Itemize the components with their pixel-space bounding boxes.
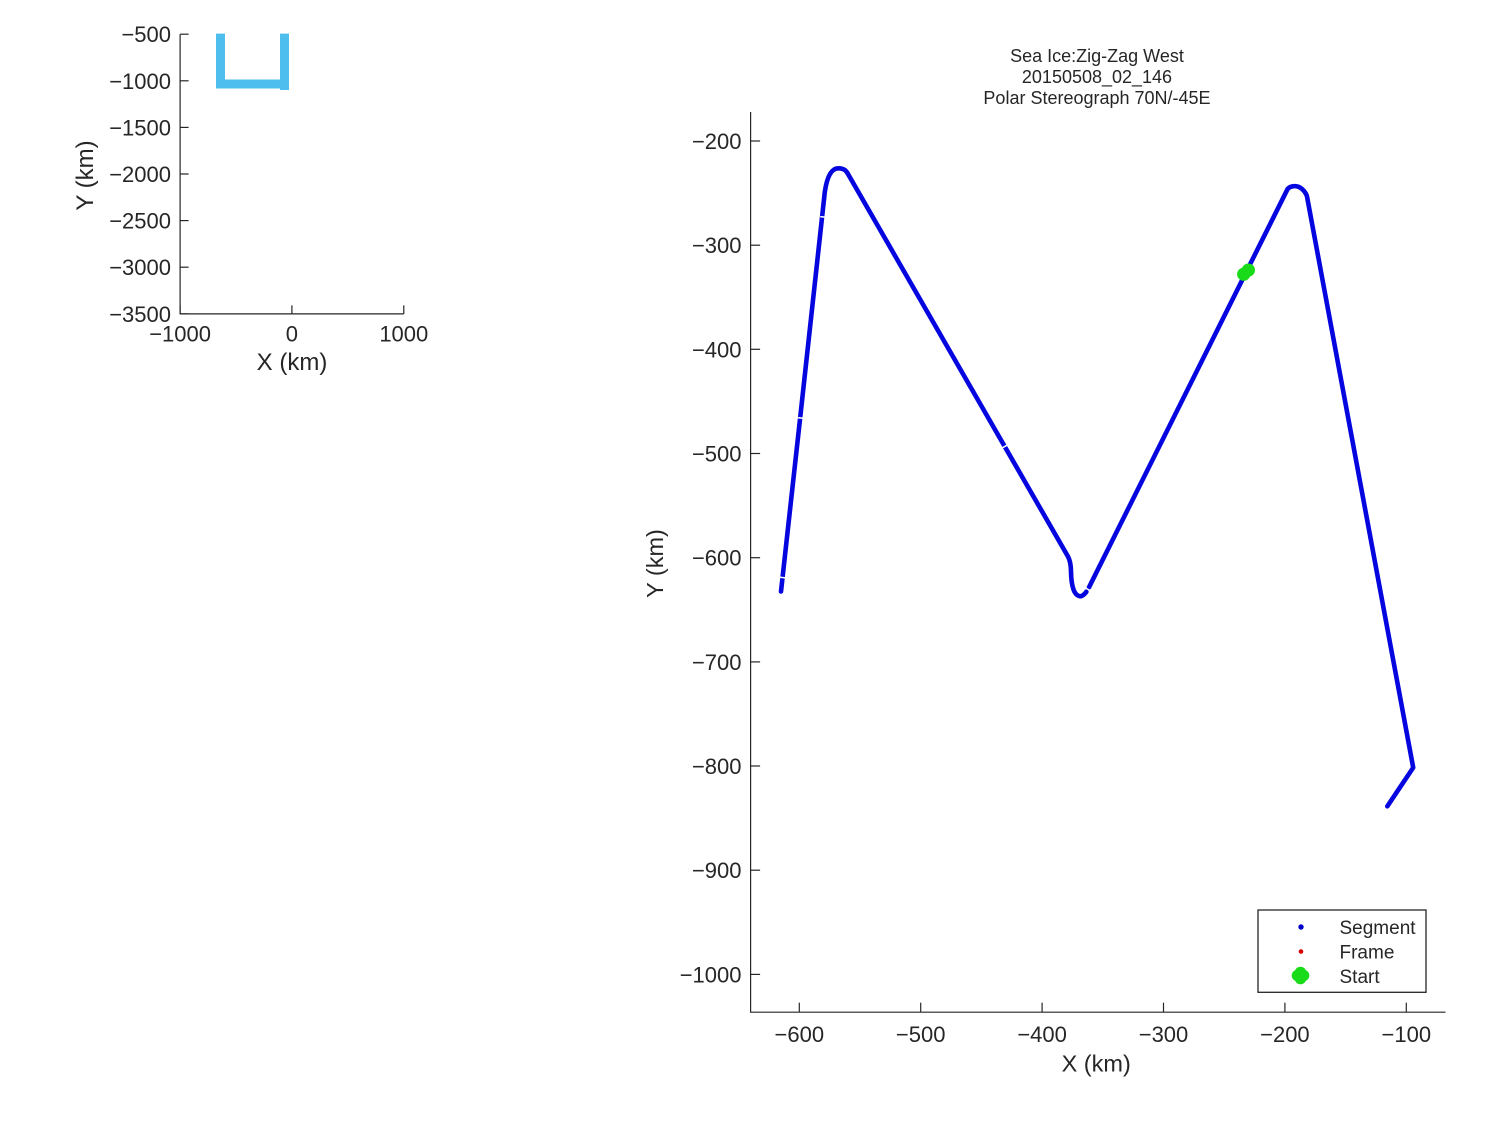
svg-text:−1500: −1500 xyxy=(109,115,171,140)
svg-text:Sea Ice:Zig-Zag West: Sea Ice:Zig-Zag West xyxy=(1010,46,1184,66)
svg-text:−3500: −3500 xyxy=(109,302,171,327)
svg-text:X (km): X (km) xyxy=(257,349,328,376)
svg-text:Start: Start xyxy=(1340,967,1381,988)
svg-text:0: 0 xyxy=(286,322,298,347)
svg-text:−600: −600 xyxy=(692,546,742,571)
svg-text:−100: −100 xyxy=(1382,1022,1432,1047)
svg-text:−1000: −1000 xyxy=(149,322,211,347)
svg-text:−1000: −1000 xyxy=(680,962,742,987)
svg-text:−900: −900 xyxy=(692,858,742,883)
svg-text:Frame: Frame xyxy=(1340,942,1395,963)
svg-text:−500: −500 xyxy=(896,1022,946,1047)
svg-text:Y (km): Y (km) xyxy=(642,529,668,598)
svg-text:−800: −800 xyxy=(692,754,742,779)
svg-text:−2500: −2500 xyxy=(109,209,171,234)
svg-text:−400: −400 xyxy=(1017,1022,1067,1047)
svg-text:−300: −300 xyxy=(692,233,742,258)
svg-text:1000: 1000 xyxy=(379,322,428,347)
svg-text:Polar Stereograph 70N/-45E: Polar Stereograph 70N/-45E xyxy=(983,88,1210,108)
svg-text:20150508_02_146: 20150508_02_146 xyxy=(1022,67,1172,88)
svg-text:−600: −600 xyxy=(775,1022,825,1047)
svg-text:−3000: −3000 xyxy=(109,255,171,280)
svg-text:−500: −500 xyxy=(692,442,742,467)
svg-text:−200: −200 xyxy=(692,129,742,154)
svg-text:Segment: Segment xyxy=(1340,918,1417,939)
svg-text:−1000: −1000 xyxy=(109,69,171,94)
svg-text:−700: −700 xyxy=(692,650,742,675)
svg-text:−400: −400 xyxy=(692,337,742,362)
svg-text:Y (km): Y (km) xyxy=(72,140,99,210)
svg-text:−500: −500 xyxy=(121,22,171,47)
svg-text:−2000: −2000 xyxy=(109,162,171,187)
svg-text:−300: −300 xyxy=(1139,1022,1189,1047)
svg-text:X (km): X (km) xyxy=(1062,1051,1131,1077)
svg-text:−200: −200 xyxy=(1260,1022,1310,1047)
